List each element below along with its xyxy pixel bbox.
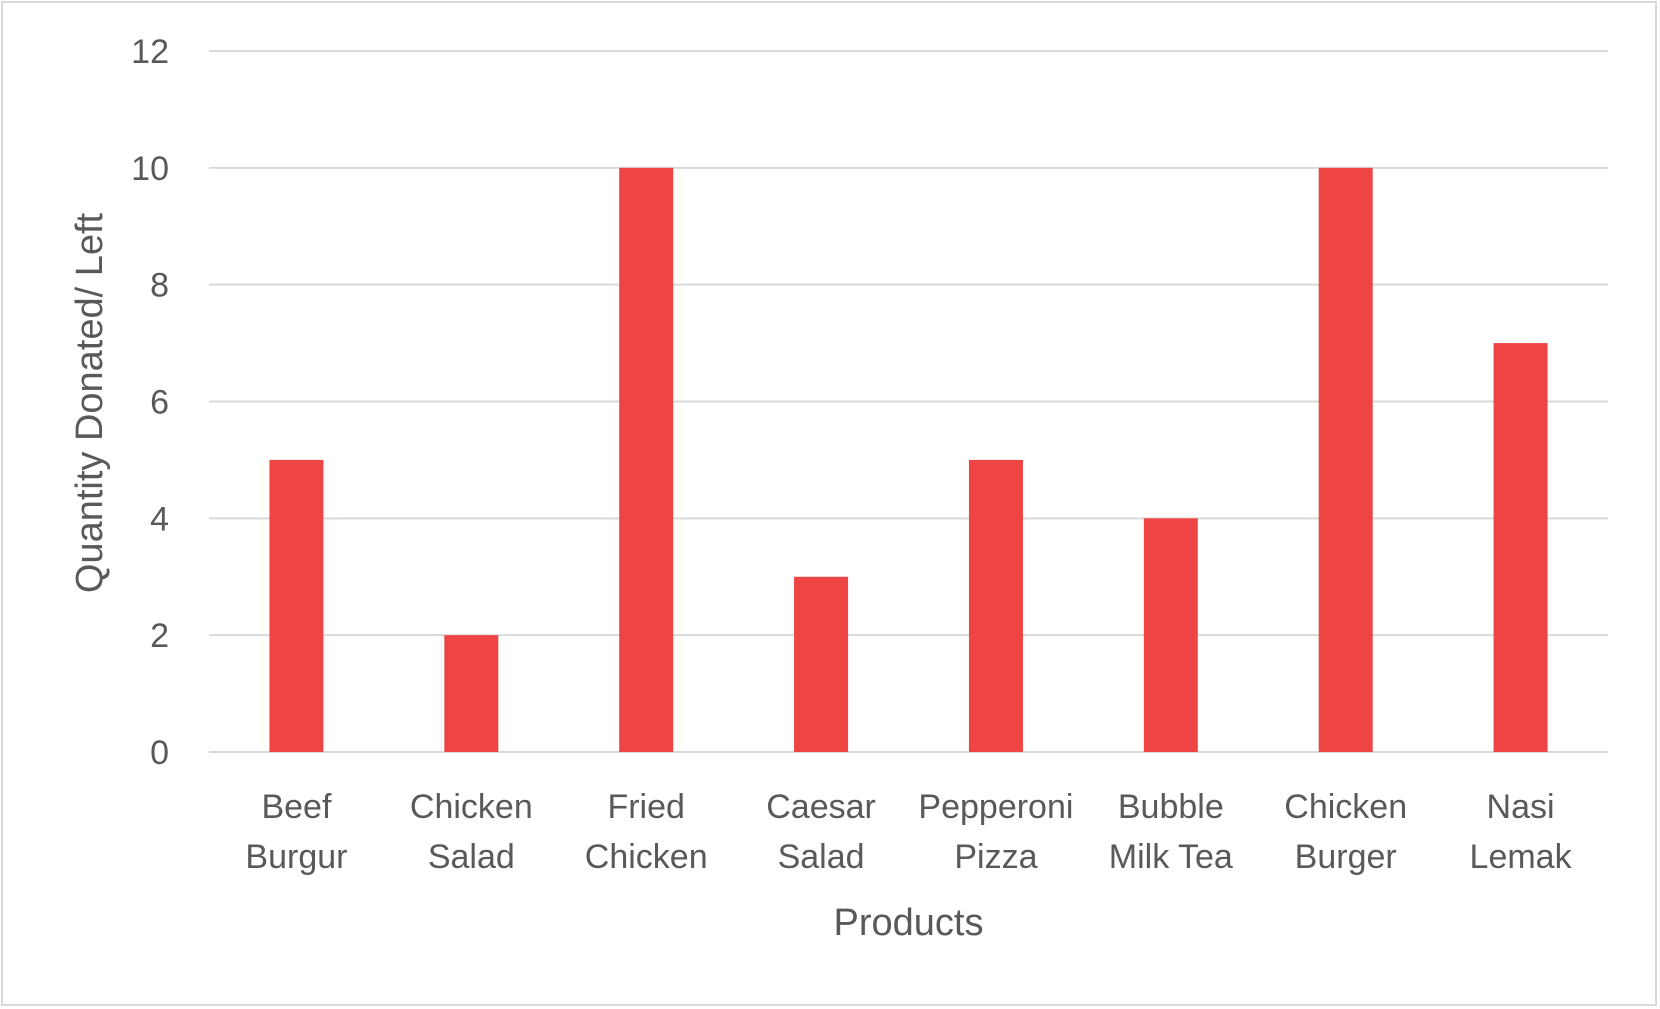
y-tick-label: 0	[150, 734, 169, 772]
bar	[968, 459, 1023, 752]
x-category-label: Fried Chicken	[585, 788, 708, 876]
bars	[269, 167, 1548, 753]
bar	[619, 167, 674, 753]
bar	[269, 459, 324, 752]
y-axis-title: Quantity Donated/ Left	[69, 212, 111, 593]
x-category-label: Caesar Salad	[766, 788, 876, 876]
x-category-label: Pepperoni Pizza	[918, 788, 1073, 876]
y-tick-label: 4	[150, 500, 169, 538]
x-axis-categories: Beef Burgur Chicken Salad Fried Chicken Caesar…	[245, 788, 1572, 876]
x-axis-title: Products	[834, 902, 984, 944]
bar	[1143, 518, 1198, 752]
x-category-label: Nasi Lemak	[1470, 788, 1573, 876]
y-tick-label: 10	[131, 150, 169, 188]
y-tick-label: 2	[150, 617, 169, 655]
y-tick-label: 8	[150, 267, 169, 305]
y-axis-ticks: 0 2 4 6 8 10 12	[131, 33, 169, 772]
bar	[444, 635, 499, 752]
bar	[1318, 167, 1373, 753]
y-tick-label: 6	[150, 384, 169, 422]
x-category-label: Bubble Milk Tea	[1109, 788, 1233, 876]
x-category-label: Chicken Salad	[410, 788, 533, 876]
y-tick-label: 12	[131, 33, 169, 71]
x-category-label: Chicken Burger	[1284, 788, 1407, 876]
bar	[1493, 343, 1548, 752]
gridlines	[209, 50, 1608, 753]
x-category-label: Beef Burgur	[245, 788, 347, 876]
bar	[794, 576, 849, 752]
